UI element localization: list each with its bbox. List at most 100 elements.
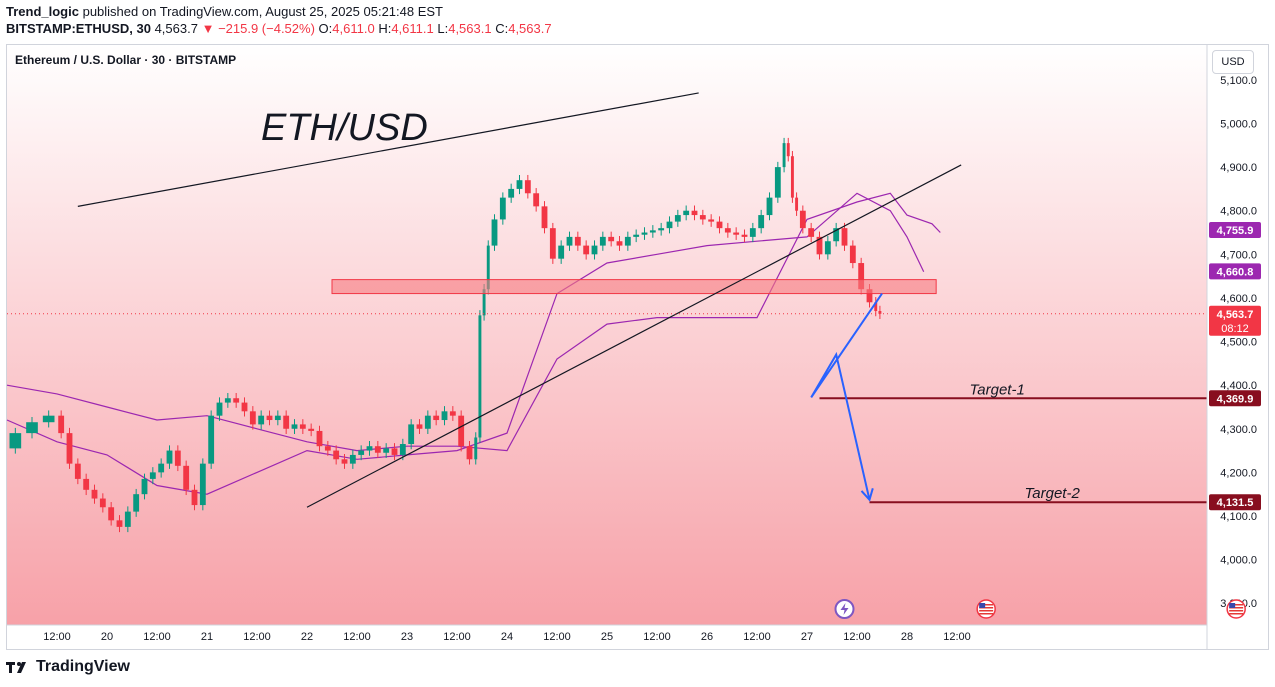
wedge-upper-trendline[interactable] xyxy=(77,92,699,207)
price-label: 4,131.5 xyxy=(1217,497,1254,509)
countdown-label: 08:12 xyxy=(1221,323,1249,335)
projection-arrow[interactable] xyxy=(810,293,883,501)
candle-body xyxy=(724,228,731,233)
flag-canton xyxy=(979,603,986,608)
candle-body xyxy=(482,289,486,316)
tradingview-footer[interactable]: TradingView xyxy=(6,658,130,676)
candle-body xyxy=(458,415,465,447)
candle-body xyxy=(83,478,90,490)
candle-body xyxy=(133,494,140,512)
candle-body xyxy=(766,197,773,216)
candle-body xyxy=(191,489,198,506)
author-name[interactable]: Trend_logic xyxy=(6,4,79,19)
candle-body xyxy=(249,411,256,425)
down-arrow-icon: ▼ xyxy=(201,21,215,36)
wedge-lower-trendline[interactable] xyxy=(306,164,962,508)
candle-body xyxy=(441,411,448,421)
candle-body xyxy=(666,221,673,229)
us-flag-event-icon[interactable] xyxy=(1226,599,1246,619)
low-value: 4,563.1 xyxy=(448,21,492,36)
price-label-box xyxy=(1209,221,1261,238)
x-tick-label: 24 xyxy=(501,631,513,643)
candle-body xyxy=(824,241,831,255)
candle-body xyxy=(874,302,878,312)
chart-frame xyxy=(6,44,1269,650)
target-label: Target-1 xyxy=(970,381,1025,398)
candle-body xyxy=(174,450,181,466)
candle-body xyxy=(795,197,799,211)
lightning-event-icon[interactable] xyxy=(834,599,855,619)
candle-body xyxy=(149,472,156,479)
y-tick-label: 4,600.0 xyxy=(1220,293,1257,305)
candle-body xyxy=(349,454,356,464)
candle-body xyxy=(374,446,381,453)
candle-body xyxy=(141,478,148,495)
open-value: 4,611.0 xyxy=(332,21,375,36)
price-label-box xyxy=(1209,390,1261,407)
candle-body xyxy=(533,193,540,207)
candle-body xyxy=(124,511,131,527)
candle-body xyxy=(641,232,648,235)
candle-body xyxy=(74,463,81,479)
y-tick-label: 4,800.0 xyxy=(1220,206,1257,218)
candle-body xyxy=(324,446,331,451)
candle-body xyxy=(383,448,390,453)
candle-body xyxy=(733,232,740,235)
published-text: published on TradingView.com, August 25,… xyxy=(82,4,443,19)
candle-body xyxy=(391,448,398,455)
candle-body xyxy=(424,415,431,429)
candle-body xyxy=(466,446,473,460)
candle-body xyxy=(549,228,556,259)
flag-stripe xyxy=(1229,604,1244,606)
low-label: L: xyxy=(437,21,449,36)
candle-body xyxy=(774,167,781,198)
x-tick-label: 12:00 xyxy=(843,631,871,643)
x-tick-label: 27 xyxy=(801,631,813,643)
price-change: −215.9 (−4.52%) xyxy=(218,21,315,36)
candle-body xyxy=(749,228,756,237)
y-tick-label: 5,000.0 xyxy=(1220,118,1257,130)
candle-body xyxy=(808,228,815,237)
candle-body xyxy=(524,180,531,194)
candle-body xyxy=(366,446,373,451)
currency-button[interactable]: USD xyxy=(1212,50,1254,74)
candle-body xyxy=(116,520,123,527)
candle-body xyxy=(91,489,98,499)
candle-body xyxy=(658,228,665,231)
candle-body xyxy=(782,143,786,168)
candle-body xyxy=(291,424,298,429)
flag-stripe xyxy=(1229,613,1244,615)
close-label: C: xyxy=(495,21,509,36)
candle-body xyxy=(541,206,548,229)
candle-body xyxy=(866,289,873,303)
candle-body xyxy=(491,219,498,246)
y-tick-label: 4,000.0 xyxy=(1220,555,1257,567)
candle-body xyxy=(408,424,415,445)
price-label: 4,660.8 xyxy=(1217,266,1254,278)
open-label: O: xyxy=(318,21,333,36)
x-tick-label: 20 xyxy=(101,631,113,643)
lightning-bolt xyxy=(840,603,849,615)
candle-body xyxy=(66,433,73,464)
tradingview-logo-icon xyxy=(6,660,32,674)
candle-body xyxy=(478,315,482,438)
candle-body xyxy=(833,228,840,242)
us-flag-event-icon[interactable] xyxy=(976,599,996,619)
pane-title: Ethereum / U.S. Dollar · 30 · BITSTAMP xyxy=(15,53,237,67)
candle-body xyxy=(108,507,115,521)
candle-body xyxy=(878,311,882,314)
candle-body xyxy=(758,215,765,229)
candle-body xyxy=(449,411,456,416)
x-tick-label: 12:00 xyxy=(943,631,971,643)
x-tick-label: 28 xyxy=(901,631,913,643)
support-zone[interactable] xyxy=(331,279,937,295)
x-tick-label: 12:00 xyxy=(243,631,271,643)
candle-body xyxy=(158,463,165,473)
price-label-box xyxy=(1209,305,1261,336)
candle-body xyxy=(566,236,573,246)
x-tick-label: 12:00 xyxy=(443,631,471,643)
y-tick-label: 4,500.0 xyxy=(1220,337,1257,349)
candle-body xyxy=(799,210,806,229)
x-tick-label: 22 xyxy=(301,631,313,643)
